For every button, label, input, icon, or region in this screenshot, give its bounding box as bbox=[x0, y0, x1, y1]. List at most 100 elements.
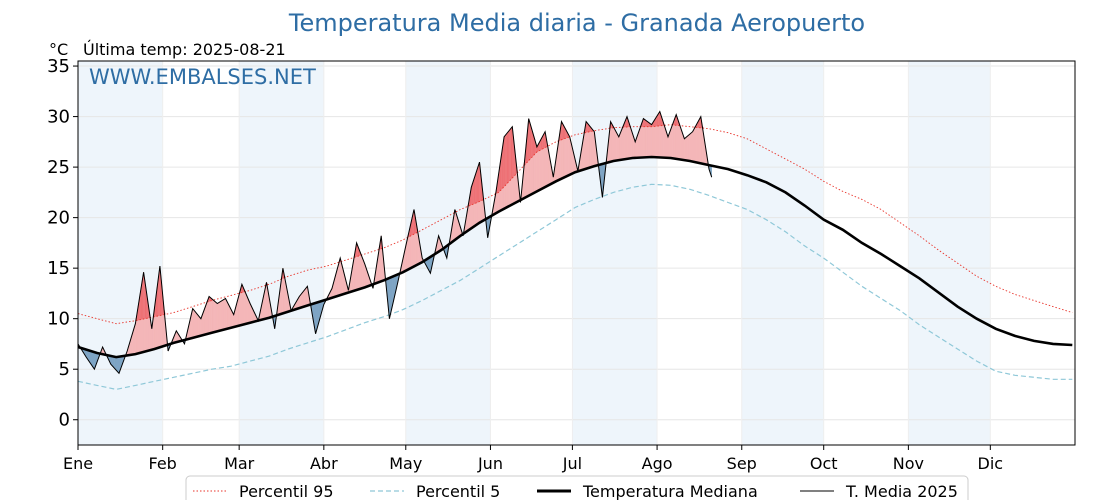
fill-below-median bbox=[116, 356, 118, 373]
fill-above-p95 bbox=[476, 166, 479, 203]
fill-above-median bbox=[620, 129, 622, 161]
month-band-jul bbox=[572, 61, 658, 445]
watermark: WWW.EMBALSES.NET bbox=[89, 65, 316, 89]
fill-above-median bbox=[197, 314, 200, 337]
fill-above-median bbox=[621, 126, 624, 160]
fill-above-median bbox=[192, 308, 195, 339]
fill-above-median bbox=[221, 299, 223, 331]
fill-above-p95 bbox=[508, 129, 510, 183]
fill-above-median bbox=[613, 126, 615, 162]
fill-above-median bbox=[361, 256, 364, 289]
fill-above-median bbox=[211, 298, 214, 334]
x-tick-label-dic: Dic bbox=[978, 454, 1004, 473]
fill-above-median bbox=[684, 137, 686, 161]
fill-above-median bbox=[685, 136, 688, 161]
fill-above-median bbox=[592, 129, 595, 167]
fill-above-median bbox=[218, 301, 221, 332]
fill-above-median bbox=[195, 311, 198, 338]
y-tick-label-15: 15 bbox=[47, 258, 70, 279]
fill-above-median bbox=[303, 289, 305, 308]
fill-above-median bbox=[691, 131, 693, 162]
legend-label-current: T. Media 2025 bbox=[845, 482, 958, 500]
fill-above-median bbox=[622, 123, 625, 160]
fill-above-median bbox=[206, 300, 208, 335]
plot-frame bbox=[77, 60, 1076, 446]
fill-above-median bbox=[648, 122, 651, 158]
fill-above-median bbox=[196, 313, 199, 338]
fill-above-median bbox=[617, 134, 620, 161]
fill-above-median bbox=[695, 124, 697, 163]
fill-above-median bbox=[204, 303, 207, 335]
y-tick-label-30: 30 bbox=[47, 107, 70, 128]
fill-above-median bbox=[243, 287, 245, 325]
chart-title: Temperatura Media diaria - Granada Aerop… bbox=[288, 9, 865, 37]
fill-above-median bbox=[692, 129, 695, 163]
fill-above-median bbox=[215, 301, 218, 333]
fill-above-median bbox=[226, 301, 229, 330]
fill-above-median bbox=[640, 122, 643, 158]
legend-label-p5: Percentil 5 bbox=[416, 482, 500, 500]
fill-above-median bbox=[208, 296, 211, 334]
x-tick-label-jul: Jul bbox=[562, 454, 582, 473]
fill-above-median bbox=[222, 298, 225, 331]
series-line-media-2025 bbox=[77, 110, 713, 375]
y-tick-label-35: 35 bbox=[47, 56, 70, 77]
fill-above-p95 bbox=[506, 131, 509, 185]
fill-above-median bbox=[568, 134, 570, 176]
fill-below-median bbox=[117, 356, 120, 374]
x-tick-label-abr: Abr bbox=[310, 454, 338, 473]
series-line-mediana bbox=[77, 155, 1073, 359]
fill-above-median bbox=[614, 129, 617, 162]
y-unit-label: °C bbox=[49, 40, 68, 59]
fill-above-median bbox=[217, 302, 219, 332]
fill-above-p95 bbox=[528, 118, 531, 162]
fill-above-p95 bbox=[509, 127, 512, 182]
month-band-mar bbox=[239, 61, 324, 445]
fill-above-median bbox=[193, 309, 196, 338]
fill-above-median bbox=[670, 125, 673, 159]
y-tick-label-25: 25 bbox=[47, 157, 70, 178]
fill-above-p95 bbox=[477, 161, 480, 203]
month-band-sep bbox=[741, 61, 824, 445]
series-line-percentil-95 bbox=[77, 124, 1073, 325]
y-tick-label-0: 0 bbox=[59, 410, 70, 431]
fill-above-median bbox=[689, 132, 692, 162]
x-tick-label-nov: Nov bbox=[893, 454, 924, 473]
fill-above-median bbox=[305, 285, 308, 307]
y-tick-label-10: 10 bbox=[47, 309, 70, 330]
fill-above-median bbox=[589, 126, 592, 168]
fill-above-p95 bbox=[505, 132, 508, 186]
fill-above-median bbox=[304, 287, 307, 307]
x-tick-label-sep: Sep bbox=[727, 454, 757, 473]
fill-above-median bbox=[244, 290, 247, 325]
x-tick-label-ago: Ago bbox=[642, 454, 673, 473]
fill-above-median bbox=[678, 122, 681, 160]
fill-above-median bbox=[245, 293, 248, 325]
fill-above-median bbox=[247, 297, 249, 324]
fill-above-p95 bbox=[510, 126, 513, 180]
fill-above-median bbox=[611, 124, 614, 162]
x-tick-label-oct: Oct bbox=[810, 454, 838, 473]
fill-above-median bbox=[650, 123, 652, 158]
legend-label-median: Temperatura Mediana bbox=[582, 482, 758, 500]
fill-above-median bbox=[301, 290, 304, 308]
x-tick-label-ene: Ene bbox=[63, 454, 93, 473]
legend: Percentil 95 Percentil 5 Temperatura Med… bbox=[185, 475, 969, 500]
fill-above-median bbox=[686, 134, 689, 162]
x-tick-label-may: May bbox=[389, 454, 422, 473]
month-band-ene bbox=[78, 61, 163, 445]
fill-above-p95 bbox=[503, 134, 506, 188]
fill-above-median bbox=[228, 303, 230, 329]
fill-above-median bbox=[219, 300, 222, 331]
y-axis: 0 5 10 15 20 25 30 35 bbox=[47, 56, 78, 431]
fill-above-median bbox=[223, 298, 226, 330]
fill-above-median bbox=[688, 133, 691, 162]
x-tick-label-jun: Jun bbox=[477, 454, 503, 473]
fill-above-median bbox=[199, 316, 202, 337]
legend-box bbox=[185, 475, 969, 500]
month-shading bbox=[78, 61, 991, 445]
x-tick-label-mar: Mar bbox=[224, 454, 255, 473]
series-line-percentil-5 bbox=[77, 183, 1073, 391]
x-tick-label-feb: Feb bbox=[149, 454, 177, 473]
